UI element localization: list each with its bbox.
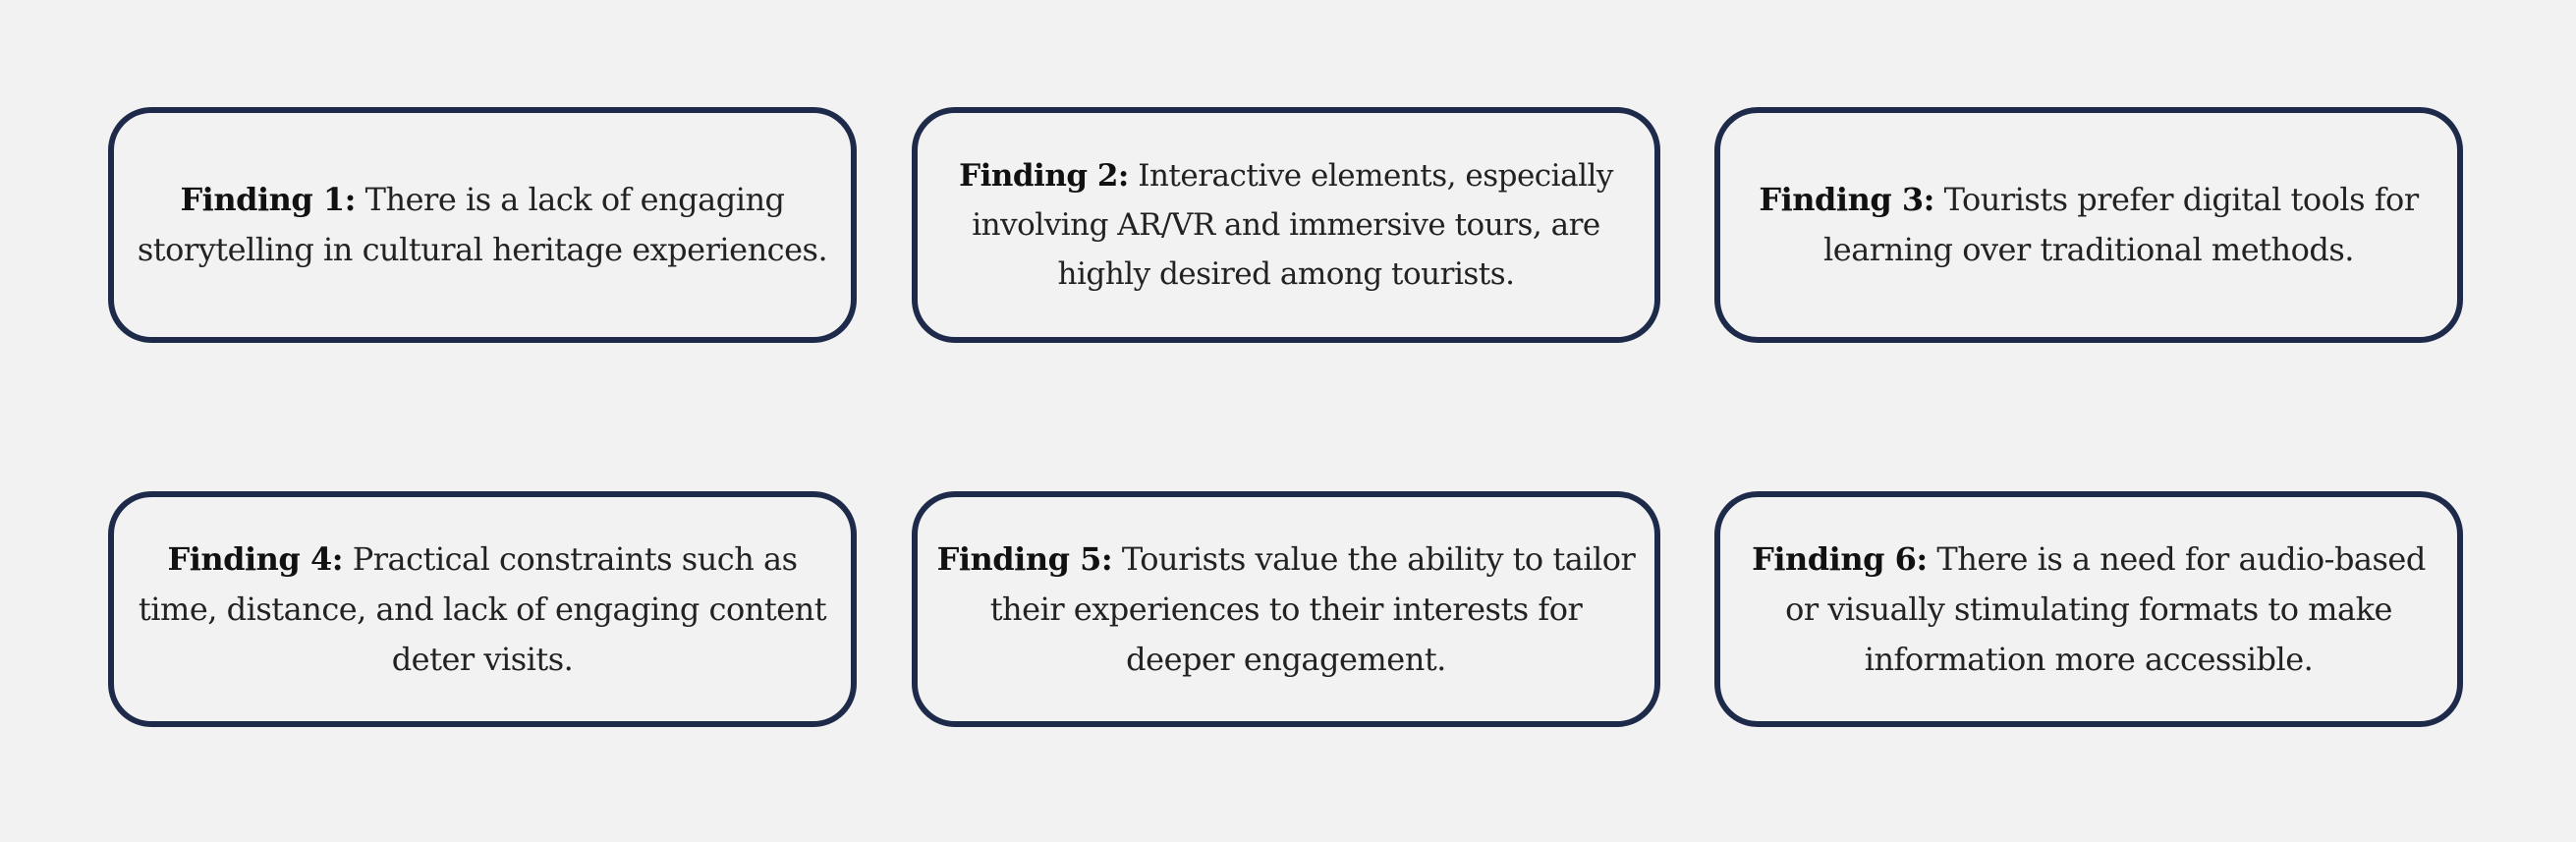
finding-label: Finding 5: bbox=[936, 539, 1113, 578]
finding-label: Finding 2: bbox=[959, 158, 1129, 194]
finding-description: Practical constraints such as time, dist… bbox=[138, 539, 827, 678]
finding-text: Finding 4: Practical constraints such as… bbox=[128, 534, 837, 685]
finding-description: There is a lack of engaging storytelling… bbox=[137, 181, 828, 268]
finding-description: Interactive elements, especially involvi… bbox=[972, 158, 1613, 292]
finding-label: Finding 4: bbox=[167, 539, 344, 578]
finding-description: Tourists prefer digital tools for learni… bbox=[1823, 181, 2419, 268]
finding-card-3: Finding 3: Tourists prefer digital tools… bbox=[1714, 107, 2463, 343]
finding-label: Finding 6: bbox=[1752, 539, 1928, 578]
finding-text: Finding 2: Interactive elements, especia… bbox=[931, 151, 1641, 299]
finding-text: Finding 6: There is a need for audio-bas… bbox=[1734, 534, 2443, 685]
finding-card-5: Finding 5: Tourists value the ability to… bbox=[912, 491, 1660, 727]
finding-description: Tourists value the ability to tailor the… bbox=[989, 539, 1636, 678]
finding-text: Finding 3: Tourists prefer digital tools… bbox=[1734, 175, 2443, 275]
finding-card-6: Finding 6: There is a need for audio-bas… bbox=[1714, 491, 2463, 727]
finding-text: Finding 1: There is a lack of engaging s… bbox=[128, 175, 837, 275]
finding-label: Finding 1: bbox=[180, 181, 356, 218]
finding-label: Finding 3: bbox=[1759, 181, 1934, 218]
finding-text: Finding 5: Tourists value the ability to… bbox=[931, 534, 1641, 685]
finding-card-4: Finding 4: Practical constraints such as… bbox=[108, 491, 857, 727]
finding-description: There is a need for audio-based or visua… bbox=[1785, 539, 2426, 678]
finding-card-1: Finding 1: There is a lack of engaging s… bbox=[108, 107, 857, 343]
finding-card-2: Finding 2: Interactive elements, especia… bbox=[912, 107, 1660, 343]
